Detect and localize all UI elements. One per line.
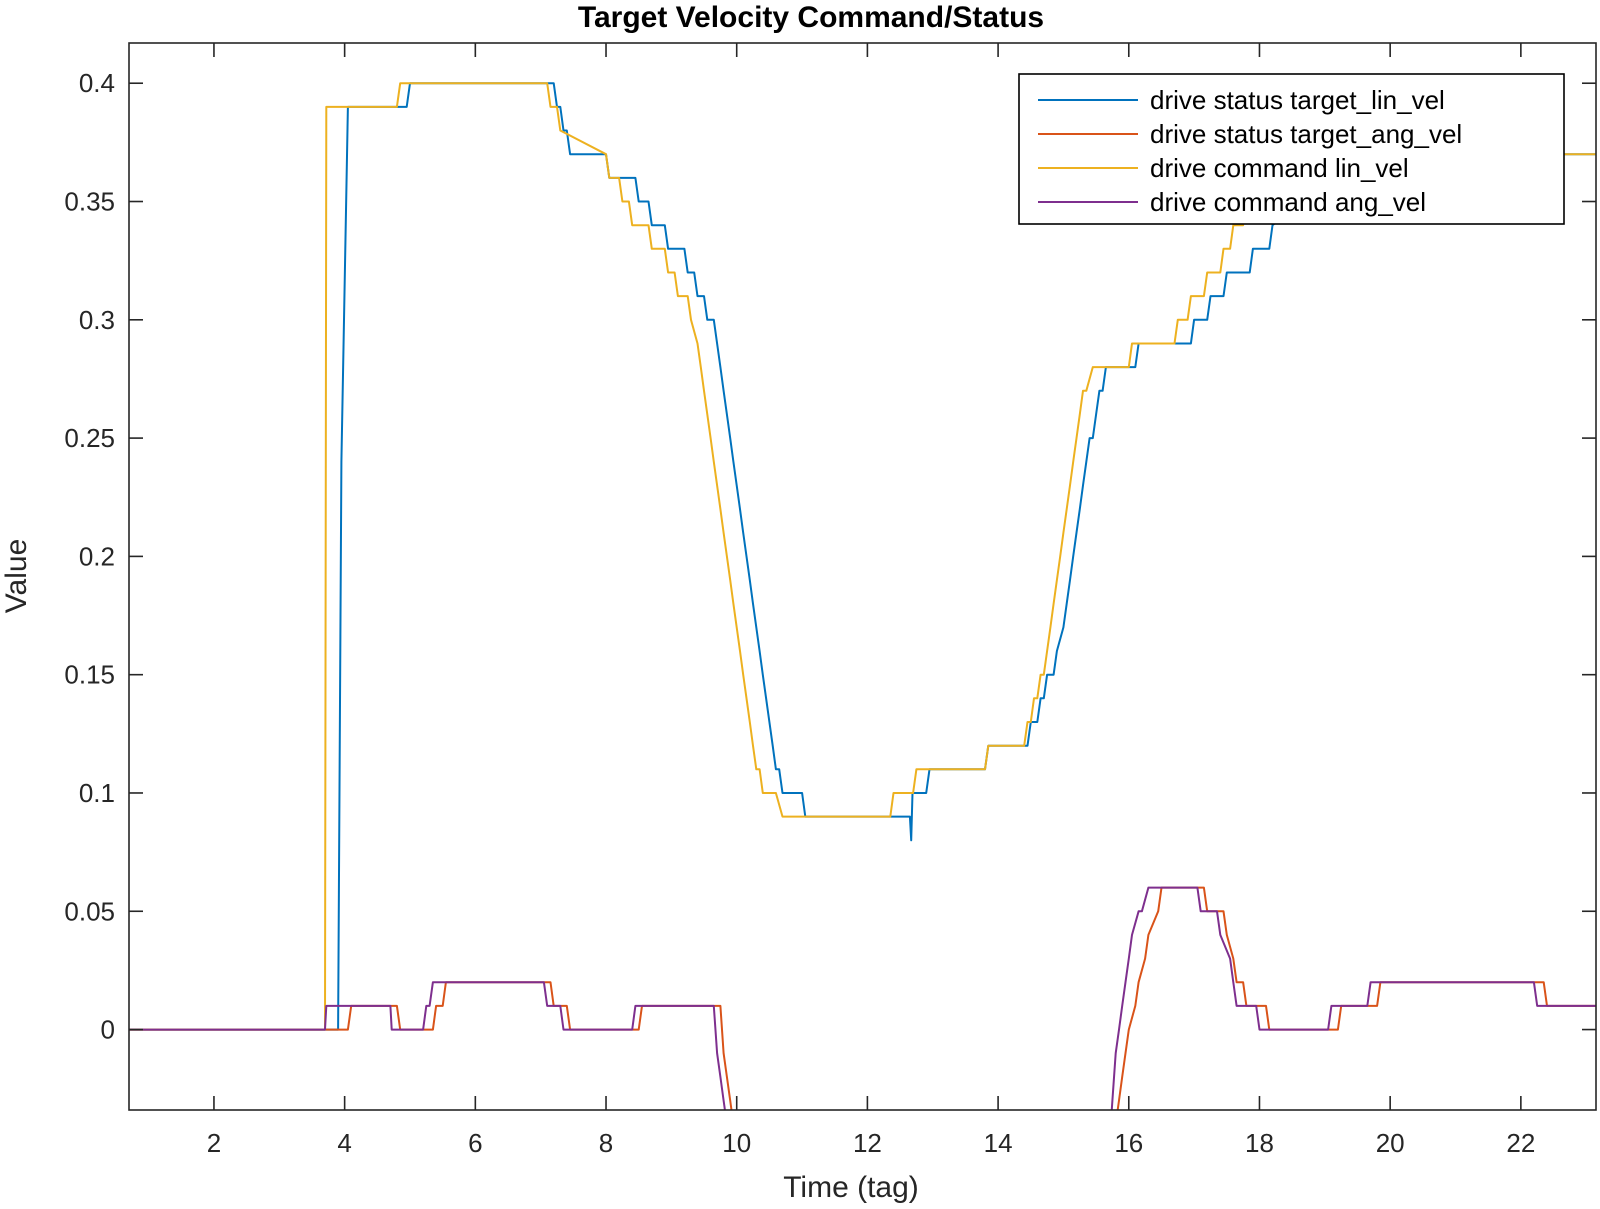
- x-tick-label: 18: [1245, 1128, 1274, 1158]
- x-tick-label: 6: [468, 1128, 482, 1158]
- x-tick-label: 14: [984, 1128, 1013, 1158]
- x-tick-label: 16: [1114, 1128, 1143, 1158]
- x-tick-label: 22: [1506, 1128, 1535, 1158]
- x-tick-label: 10: [722, 1128, 751, 1158]
- y-axis-label: Value: [0, 539, 33, 614]
- x-tick-label: 2: [207, 1128, 221, 1158]
- legend-label-drive-status-target-ang-vel: drive status target_ang_vel: [1150, 119, 1462, 149]
- legend-label-drive-command-lin-vel: drive command lin_vel: [1150, 153, 1409, 183]
- y-tick-label: 0.4: [79, 68, 115, 98]
- x-tick-label: 4: [337, 1128, 351, 1158]
- y-tick-label: 0.2: [79, 541, 115, 571]
- y-tick-label: 0.1: [79, 778, 115, 808]
- x-tick-label: 20: [1376, 1128, 1405, 1158]
- x-tick-label: 8: [599, 1128, 613, 1158]
- chart-title: Target Velocity Command/Status: [578, 1, 1044, 34]
- y-tick-label: 0.35: [64, 187, 115, 217]
- series-lines: [129, 82, 1596, 1110]
- y-tick-label: 0.05: [64, 896, 115, 926]
- y-tick-label: 0: [101, 1015, 115, 1045]
- y-tick-label: 0.25: [64, 423, 115, 453]
- x-axis-label: Time (tag): [783, 1171, 919, 1204]
- series-line-drive-command-ang-vel: [129, 886, 1596, 1110]
- legend-label-drive-command-ang-vel: drive command ang_vel: [1150, 187, 1426, 217]
- x-axis-ticks: 2 4 6 8 10 12 14 16 18 20 22: [207, 43, 1535, 1158]
- y-tick-label: 0.15: [64, 660, 115, 690]
- y-tick-label: 0.3: [79, 305, 115, 335]
- x-tick-label: 12: [853, 1128, 882, 1158]
- legend-label-drive-status-target-lin-vel: drive status target_lin_vel: [1150, 85, 1445, 115]
- y-axis-ticks: 0 0.05 0.1 0.15 0.2 0.25 0.3 0.35 0.4: [64, 68, 1596, 1045]
- series-line-drive-command-lin-vel: [129, 82, 1596, 1031]
- axes-box: [128, 42, 1597, 1111]
